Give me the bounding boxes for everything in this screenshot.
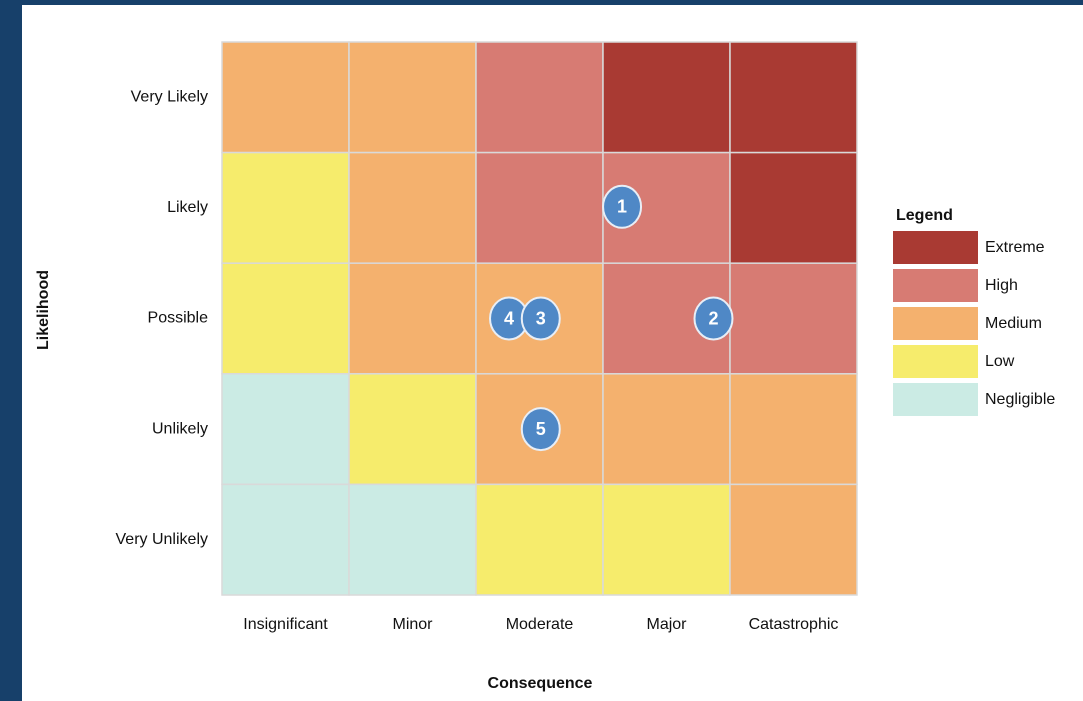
risk-marker [520,296,561,341]
cell [221,262,350,375]
risk-marker-label: 2 [708,308,718,328]
legend-swatch [893,307,978,340]
legend-swatch [893,231,978,264]
cell [475,41,604,154]
y-tick-label: Possible [148,310,209,327]
x-tick-label: Insignificant [243,616,328,633]
cell [348,151,477,264]
cell [475,483,604,596]
y-tick-label: Unlikely [152,420,208,437]
risk-marker [693,296,734,341]
cell [475,151,604,264]
risk-marker-label: 3 [536,308,546,328]
risk-marker-label: 5 [536,419,546,439]
cell [729,373,858,486]
cell [729,151,858,264]
cell [221,41,350,154]
legend-swatch [893,383,978,416]
x-tick-label: Major [646,616,687,633]
cell [348,483,477,596]
y-tick-label: Very Likely [131,89,208,106]
legend-label: Negligible [985,391,1055,408]
cell [602,41,731,154]
legend-label: Medium [985,315,1042,332]
legend-title: Legend [896,207,953,224]
cell [729,41,858,154]
legend-swatch [893,345,978,378]
x-tick-label: Catastrophic [749,616,839,633]
risk-marker-label: 4 [504,308,514,328]
cell [729,483,858,596]
y-axis-title: Likelihood [35,270,52,350]
cell [221,151,350,264]
legend-label: High [985,277,1018,294]
x-axis-title: Consequence [488,675,593,692]
legend-swatch [893,269,978,302]
y-tick-label: Likely [167,199,208,216]
cell [221,483,350,596]
cell [348,41,477,154]
y-tick-label: Very Unlikely [116,531,208,548]
risk-marker [602,184,643,229]
cell [348,262,477,375]
cell [602,483,731,596]
x-tick-label: Minor [392,616,433,633]
cell [348,373,477,486]
risk-marker [520,407,561,452]
cell [221,373,350,486]
x-tick-label: Moderate [506,616,574,633]
risk-marker-label: 1 [617,197,627,217]
legend-label: Low [985,353,1015,370]
cell [602,373,731,486]
cell [729,262,858,375]
legend-label: Extreme [985,239,1045,256]
